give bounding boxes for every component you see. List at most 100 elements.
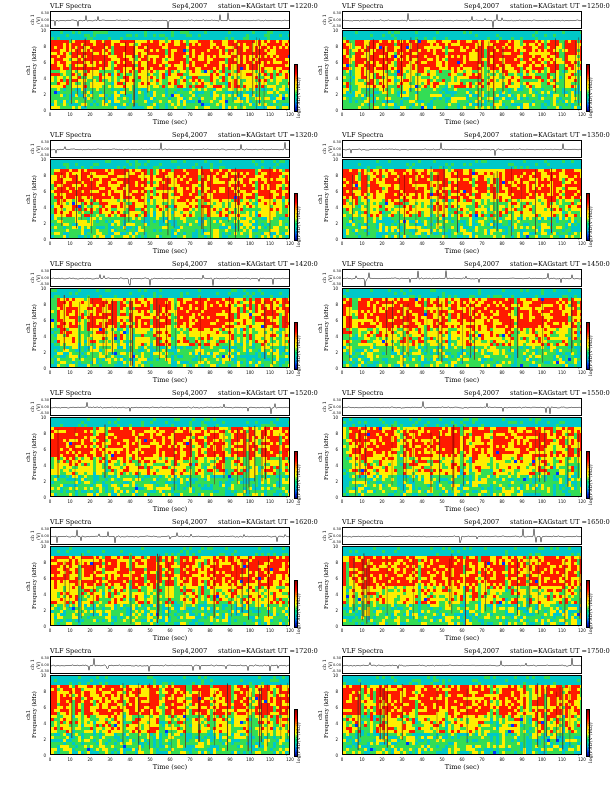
ts-tick: -0.30 — [40, 24, 49, 28]
y-tick-label: 2 — [335, 221, 338, 226]
x-tick-label: 40 — [419, 757, 424, 762]
x-tick-label: 100 — [246, 370, 254, 375]
y-tick-label: 2 — [335, 350, 338, 355]
colorbar-tick: - — [286, 753, 287, 757]
waveform-plot — [342, 527, 582, 545]
ts-tick: 0.00 — [333, 405, 341, 409]
y-tick-label: 0 — [335, 495, 338, 500]
y-tick-label: 0 — [43, 753, 46, 758]
station-label: station=KAG — [218, 2, 261, 10]
start-ut-label: start UT =1320:0 — [260, 131, 318, 139]
x-tick-label: 40 — [419, 241, 424, 246]
y-axis: ch1 Frequency (kHz) 0 2 4 6 8 10 — [316, 157, 340, 242]
x-tick-label: 20 — [379, 370, 384, 375]
y-tick-label: 0 — [335, 366, 338, 371]
x-tick-label: 80 — [207, 112, 212, 117]
title-label: VLF Spectra — [342, 131, 383, 139]
y-tick-label: 2 — [43, 221, 46, 226]
x-tick-label: 50 — [439, 628, 444, 633]
y-tick-label: 8 — [43, 44, 46, 49]
x-axis-label: Time (sec) — [50, 505, 290, 513]
x-tick-label: 60 — [167, 499, 172, 504]
x-tick-label: 70 — [479, 370, 484, 375]
x-tick-label: 0 — [341, 757, 344, 762]
date-label: Sep4,2007 — [464, 389, 499, 397]
x-tick-label: 10 — [67, 628, 72, 633]
x-tick-label: 20 — [87, 241, 92, 246]
ts-tick: -0.30 — [40, 282, 49, 286]
y-tick-label: 8 — [43, 173, 46, 178]
y-tick-label: 10 — [41, 415, 46, 420]
panel-header: VLF Spectra Sep4,2007 station=KAG start … — [50, 389, 318, 398]
y-tick-label: 10 — [41, 28, 46, 33]
colorbar-tick: - — [286, 578, 287, 582]
y-tick-label: 10 — [333, 286, 338, 291]
panel-header: VLF Spectra Sep4,2007 station=KAG start … — [342, 389, 610, 398]
x-axis-label: Time (sec) — [50, 634, 290, 642]
x-tick-label: 20 — [87, 112, 92, 117]
x-tick-label: 70 — [187, 628, 192, 633]
x-tick-label: 30 — [107, 370, 112, 375]
x-tick-label: 30 — [107, 628, 112, 633]
ts-tick: 0.30 — [41, 140, 49, 144]
x-tick-label: 10 — [359, 499, 364, 504]
y-tick-label: 2 — [335, 92, 338, 97]
x-tick-label: 50 — [439, 112, 444, 117]
ts-ticks: 0.30 0.00 -0.30 — [326, 11, 342, 29]
y-tick-label: 0 — [43, 237, 46, 242]
x-tick-label: 70 — [187, 241, 192, 246]
y-axis: ch1 Frequency (kHz) 0 2 4 6 8 10 — [316, 415, 340, 500]
x-tick-label: 120 — [286, 757, 294, 762]
y-tick-label: 0 — [335, 624, 338, 629]
x-tick-label: 80 — [207, 241, 212, 246]
spectra-panel: VLF Spectra Sep4,2007 station=KAG start … — [316, 260, 610, 384]
station-label: station=KAG — [510, 260, 553, 268]
start-ut-label: start UT =1650:0 — [552, 518, 610, 526]
y-axis-label: ch1 Frequency (kHz) — [26, 417, 38, 497]
panel-header: VLF Spectra Sep4,2007 station=KAG start … — [342, 518, 610, 527]
panel-header: VLF Spectra Sep4,2007 station=KAG start … — [342, 131, 610, 140]
ts-tick: 0.30 — [333, 527, 341, 531]
y-tick-label: 6 — [335, 447, 338, 452]
ts-tick: 0.30 — [333, 656, 341, 660]
spectrogram — [50, 675, 290, 755]
x-tick-label: 100 — [246, 112, 254, 117]
x-tick-label: 60 — [459, 628, 464, 633]
spectrogram — [342, 159, 582, 239]
x-tick-label: 70 — [187, 757, 192, 762]
y-tick-label: 6 — [335, 189, 338, 194]
colorbar-tick: - — [578, 624, 579, 628]
y-axis-label: ch1 Frequency (kHz) — [318, 159, 330, 239]
y-tick-label: 6 — [335, 318, 338, 323]
x-tick-label: 0 — [49, 112, 52, 117]
title-label: VLF Spectra — [342, 518, 383, 526]
ts-ticks: 0.30 0.00 -0.30 — [34, 269, 50, 287]
station-label: station=KAG — [510, 131, 553, 139]
ts-tick: 0.00 — [41, 534, 49, 538]
start-ut-label: start UT =1520:0 — [260, 389, 318, 397]
y-tick-label: 6 — [43, 576, 46, 581]
station-label: station=KAG — [510, 518, 553, 526]
y-tick-label: 6 — [43, 447, 46, 452]
spectrogram — [50, 546, 290, 626]
spectrogram — [50, 417, 290, 497]
panel-header: VLF Spectra Sep4,2007 station=KAG start … — [50, 2, 318, 11]
x-tick-label: 80 — [207, 499, 212, 504]
colorbar-tick: - — [578, 191, 579, 195]
waveform-plot — [50, 398, 290, 416]
spectra-panel: VLF Spectra Sep4,2007 station=KAG start … — [316, 647, 610, 771]
x-tick-label: 110 — [266, 628, 274, 633]
ts-tick: -0.30 — [332, 669, 341, 673]
spectra-panel: VLF Spectra Sep4,2007 station=KAG start … — [24, 647, 318, 771]
ts-tick: -0.30 — [40, 411, 49, 415]
x-tick-label: 110 — [558, 112, 566, 117]
x-tick-label: 110 — [558, 370, 566, 375]
colorbar-tick: - — [286, 108, 287, 112]
waveform-plot — [50, 527, 290, 545]
station-label: station=KAG — [510, 389, 553, 397]
x-tick-label: 80 — [499, 241, 504, 246]
x-axis-label: Time (sec) — [50, 118, 290, 126]
x-tick-label: 70 — [187, 112, 192, 117]
y-tick-label: 8 — [43, 560, 46, 565]
x-tick-label: 80 — [499, 757, 504, 762]
